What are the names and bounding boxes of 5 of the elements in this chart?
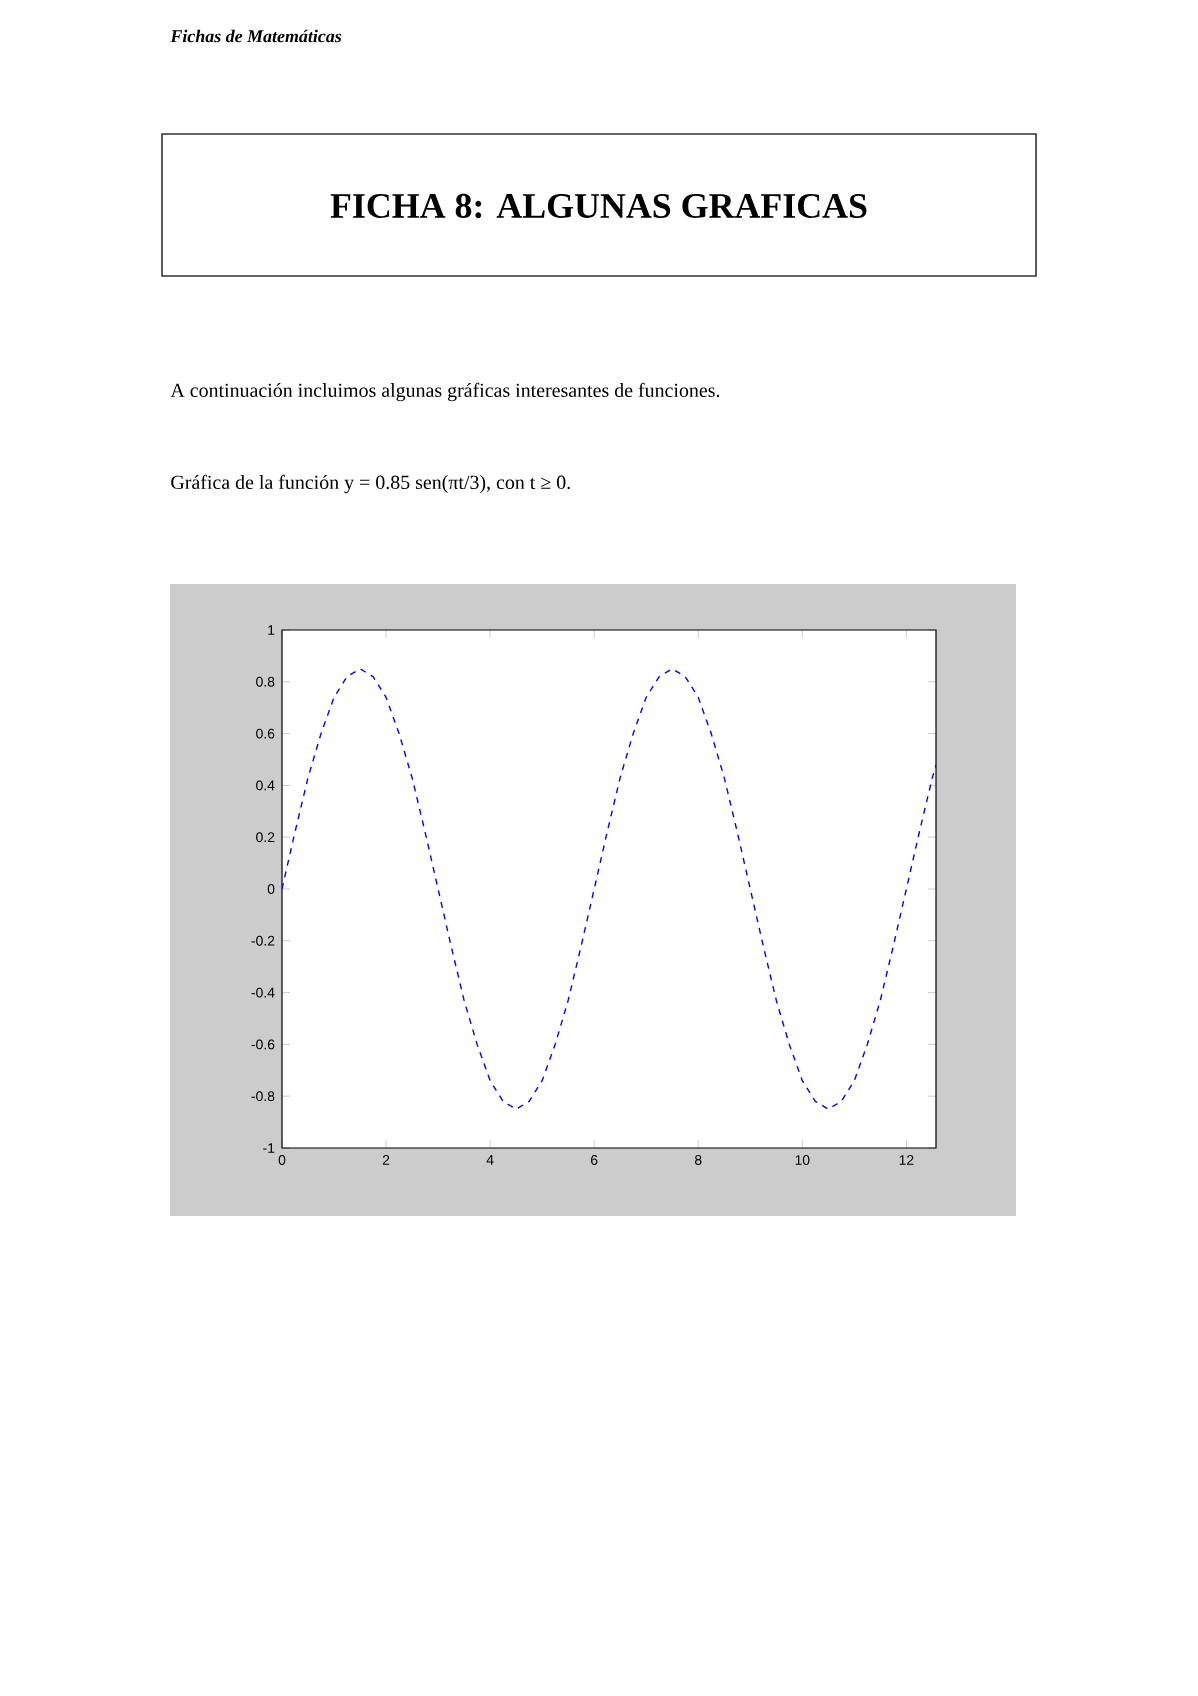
chart-title: FICHA 8: ALGUNAS GRAFICAS xyxy=(330,193,867,219)
text: A continuación incluimos algunas gráficas interesantes de funciones. xyxy=(170,382,720,402)
line-series xyxy=(282,668,937,1110)
text: Fichas de Matemáticas xyxy=(170,29,342,43)
text: Gráfica de la función y = 0.85 sen(πt/3), con t ≥ 0. xyxy=(171,474,570,494)
